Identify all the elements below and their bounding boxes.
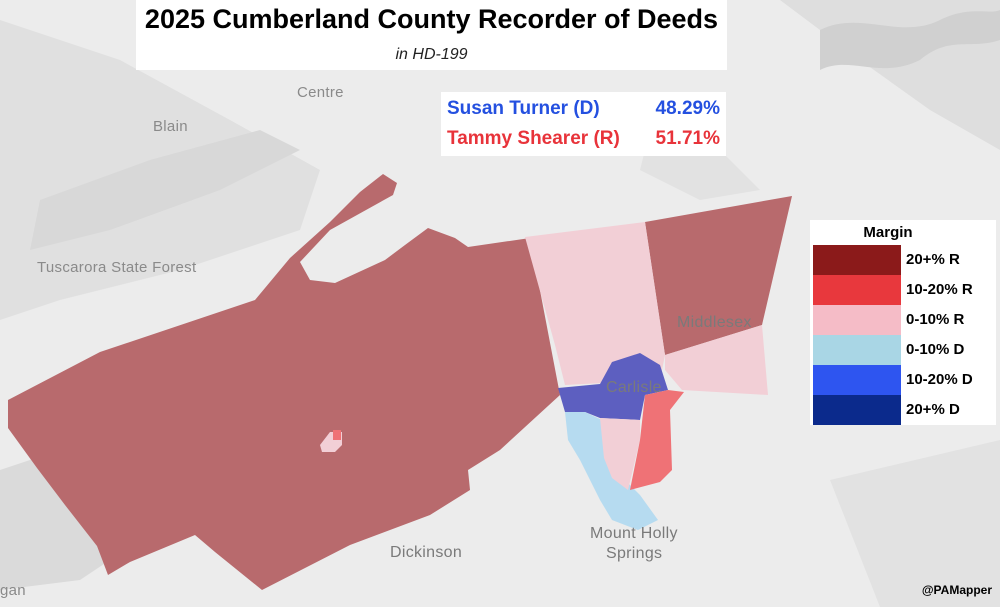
legend-item: 0-10% D: [813, 335, 996, 365]
place-label-blain: Blain: [153, 118, 188, 135]
legend-item: 10-20% D: [813, 365, 996, 395]
legend-label: 0-10% R: [906, 311, 965, 328]
legend-title: Margin: [863, 224, 913, 241]
legend-label: 20+% R: [906, 251, 960, 268]
legend-label: 20+% D: [906, 401, 960, 418]
legend-swatch: [813, 335, 901, 365]
credit-text: @PAMapper: [921, 583, 992, 597]
district-carlisle-borough: [558, 353, 668, 420]
legend-item: 0-10% R: [813, 305, 996, 335]
place-label-springs: Springs: [606, 545, 662, 562]
place-label-dickinson: Dickinson: [390, 544, 462, 561]
legend-item: 20+% R: [813, 245, 996, 275]
place-label-tuscarora: Tuscarora State Forest: [37, 259, 197, 276]
legend-label: 10-20% R: [906, 281, 973, 298]
district-small-enclave-core: [333, 430, 341, 440]
place-label-centre: Centre: [297, 84, 344, 101]
legend-item: 20+% D: [813, 395, 996, 425]
candidate-republican-name: Tammy Shearer (R): [447, 128, 620, 149]
place-label-gan: gan: [0, 582, 26, 599]
legend-swatch: [813, 245, 901, 275]
candidate-democrat-name: Susan Turner (D): [447, 98, 600, 119]
candidate-democrat-percent: 48.29%: [655, 98, 720, 119]
river: [820, 10, 1000, 70]
district-east-township: [665, 325, 768, 395]
page-subtitle: in HD-199: [395, 46, 468, 63]
legend-item: 10-20% R: [813, 275, 996, 305]
legend-swatch: [813, 305, 901, 335]
district-northeast-township: [645, 196, 792, 355]
district-west-township: [8, 174, 560, 590]
place-label-mount-holly: Mount Holly: [590, 525, 678, 542]
district-southeast-precinct: [630, 390, 684, 490]
title-panel: 2025 Cumberland County Recorder of Deeds…: [136, 0, 727, 70]
place-label-middlesex: Middlesex: [677, 314, 752, 331]
legend-label: 0-10% D: [906, 341, 965, 358]
legend-swatch: [813, 395, 901, 425]
legend-swatch: [813, 365, 901, 395]
district-south-pink-precinct: [600, 418, 640, 490]
page-title: 2025 Cumberland County Recorder of Deeds: [144, 4, 719, 34]
results-panel: Susan Turner (D) 48.29% Tammy Shearer (R…: [441, 92, 726, 156]
legend-swatch: [813, 275, 901, 305]
district-north-township: [525, 222, 665, 385]
candidate-republican-percent: 51.71%: [655, 128, 720, 149]
place-label-carlisle: Carlisle: [606, 379, 662, 396]
margin-legend: Margin 20+% R 10-20% R 0-10% R 0-10% D 1…: [810, 220, 996, 425]
legend-label: 10-20% D: [906, 371, 973, 388]
